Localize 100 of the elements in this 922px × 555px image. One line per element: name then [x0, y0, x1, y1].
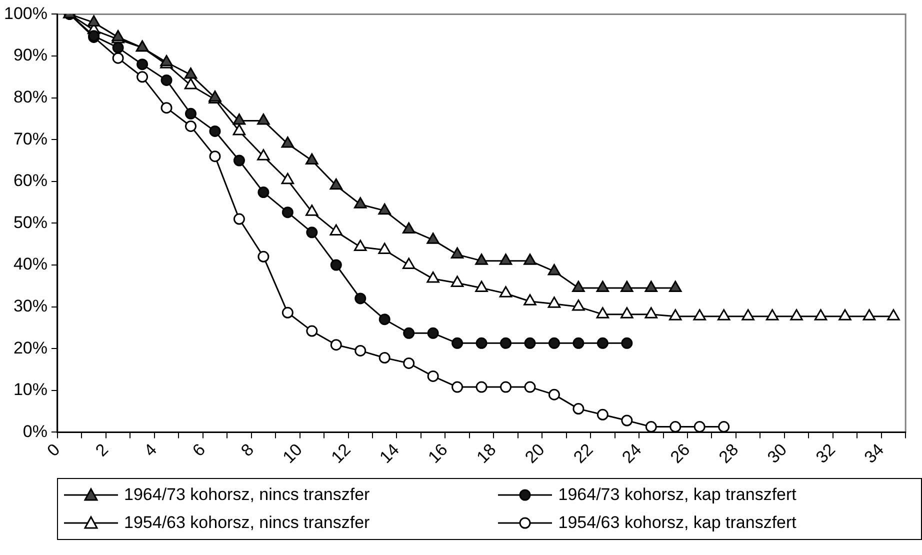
point: [548, 337, 560, 349]
point: [500, 381, 512, 393]
point: [427, 370, 439, 382]
point: [184, 78, 198, 90]
point: [257, 114, 270, 125]
point: [670, 421, 682, 432]
point: [403, 357, 415, 369]
x-tick-label: 4: [140, 440, 161, 460]
point: [644, 307, 658, 318]
point: [209, 125, 221, 137]
point: [330, 178, 343, 190]
point: [572, 280, 585, 292]
x-tick-label: 34: [860, 440, 888, 467]
x-tick-label: 2: [92, 440, 112, 460]
x-tick-label: 16: [424, 440, 452, 467]
point: [402, 258, 416, 270]
point: [621, 414, 633, 426]
point: [232, 124, 246, 136]
point: [524, 337, 536, 349]
point: [450, 276, 464, 287]
point: [645, 421, 657, 432]
x-tick-label: 0: [43, 440, 64, 460]
point: [814, 309, 828, 320]
point: [524, 254, 536, 265]
y-tick-label: 0%: [22, 422, 48, 441]
point: [306, 325, 318, 337]
legend-label: 1964/73 kohorsz, nincs transzfer: [124, 485, 370, 505]
point: [475, 280, 488, 292]
x-tick-label: 12: [328, 440, 354, 467]
y-tick-label: 100%: [4, 4, 48, 23]
x-tick-label: 32: [812, 440, 840, 467]
point: [136, 71, 148, 83]
point: [306, 204, 318, 216]
point: [621, 337, 633, 349]
point: [281, 172, 294, 184]
point: [450, 247, 464, 259]
x-tick-label: 30: [764, 440, 791, 467]
point: [499, 254, 512, 265]
point: [572, 337, 584, 349]
y-tick-label: 90%: [13, 46, 48, 65]
point: [282, 206, 294, 218]
y-tick-label: 50%: [13, 212, 48, 232]
point: [354, 197, 367, 208]
point: [742, 309, 754, 320]
point: [476, 381, 488, 393]
point: [475, 254, 488, 265]
point: [452, 381, 464, 393]
point: [354, 240, 367, 252]
point: [112, 42, 124, 54]
point: [644, 280, 658, 292]
point: [232, 114, 246, 125]
y-tick-label: 70%: [13, 129, 48, 148]
point: [426, 232, 440, 244]
point: [185, 108, 196, 120]
x-tick-label: 8: [237, 440, 258, 460]
point: [378, 203, 391, 215]
point: [306, 153, 318, 164]
point: [862, 309, 876, 320]
legend-label: 1954/63 kohorsz, nincs transzfer: [124, 513, 370, 533]
point: [330, 339, 342, 351]
point: [718, 421, 730, 432]
point: [87, 15, 100, 27]
x-tick-label: 6: [188, 440, 210, 460]
y-tick-label: 80%: [13, 87, 48, 106]
point: [524, 294, 536, 306]
point: [717, 309, 730, 320]
x-tick-label: 20: [521, 440, 548, 467]
point: [620, 307, 634, 318]
point: [378, 242, 391, 254]
point: [330, 224, 343, 236]
point: [548, 264, 561, 276]
point: [452, 337, 464, 349]
point: [693, 309, 706, 320]
point: [572, 300, 585, 311]
point: [282, 306, 294, 318]
legend-label: 1964/73 kohorsz, kap transzfert: [558, 485, 796, 505]
point: [257, 149, 270, 160]
point: [669, 309, 682, 320]
point: [548, 388, 560, 400]
point: [402, 222, 416, 234]
point: [548, 296, 561, 308]
point: [766, 309, 779, 320]
point: [476, 337, 488, 349]
point: [258, 186, 270, 198]
x-tick-label: 28: [715, 440, 742, 467]
y-tick-label: 40%: [13, 254, 48, 274]
point: [354, 292, 366, 304]
point: [378, 314, 390, 326]
point: [426, 272, 440, 283]
point: [620, 280, 634, 292]
x-tick-label: 18: [472, 440, 500, 467]
legend-label: 1954/63 kohorsz, kap transzfert: [558, 513, 796, 533]
point: [378, 352, 390, 364]
point: [233, 154, 245, 166]
x-tick-label: 14: [376, 440, 403, 467]
point: [160, 74, 172, 86]
point: [403, 327, 415, 339]
point: [136, 58, 148, 70]
y-tick-label: 30%: [13, 296, 48, 316]
point: [427, 327, 439, 339]
